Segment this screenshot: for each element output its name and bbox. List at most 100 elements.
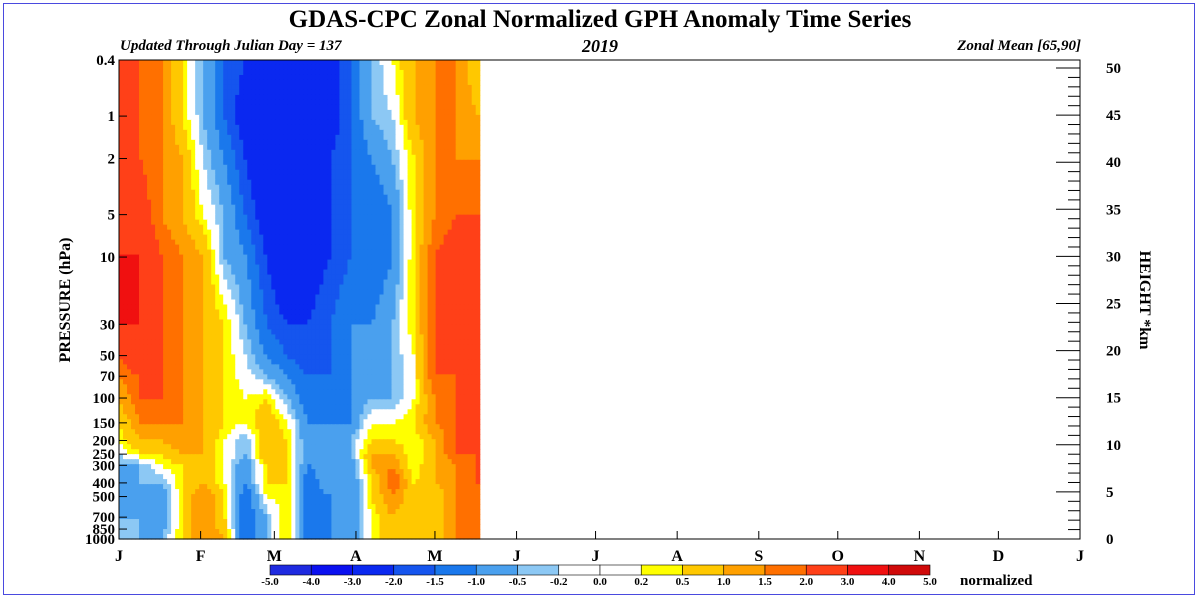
- heatmap-cell: [307, 84, 312, 91]
- heatmap-cell: [447, 129, 453, 136]
- heatmap-cell: [183, 219, 188, 226]
- heatmap-cell: [359, 269, 365, 276]
- heatmap-cell: [347, 324, 353, 331]
- heatmap-cell: [287, 254, 292, 261]
- heatmap-cell: [147, 64, 152, 71]
- heatmap-cell: [339, 324, 345, 331]
- heatmap-cell: [175, 159, 180, 166]
- heatmap-cell: [367, 264, 373, 271]
- heatmap-cell: [199, 154, 204, 161]
- heatmap-cell: [367, 114, 373, 121]
- heatmap-cell: [127, 194, 132, 201]
- heatmap-cell: [251, 64, 256, 71]
- heatmap-cell: [411, 114, 417, 121]
- heatmap-cell: [139, 289, 144, 296]
- heatmap-cell: [259, 189, 264, 196]
- heatmap-cell: [311, 64, 316, 71]
- heatmap-cell: [271, 139, 276, 146]
- heatmap-cell: [163, 184, 168, 191]
- heatmap-cell: [119, 69, 124, 76]
- heatmap-cell: [283, 224, 288, 231]
- heatmap-cell: [291, 199, 296, 206]
- heatmap-cell: [291, 264, 296, 271]
- heatmap-cell: [423, 189, 429, 196]
- heatmap-cell: [411, 309, 417, 316]
- heatmap-cell: [439, 189, 445, 196]
- heatmap-cell: [203, 279, 208, 286]
- heatmap-cell: [347, 284, 353, 291]
- heatmap-cell: [319, 234, 324, 241]
- heatmap-cell: [459, 204, 465, 211]
- heatmap-cell: [315, 289, 320, 296]
- heatmap-cell: [447, 329, 453, 336]
- heatmap-cell: [375, 144, 381, 151]
- heatmap-cell: [443, 224, 449, 231]
- heatmap-cell: [323, 224, 329, 231]
- heatmap-cell: [451, 74, 457, 81]
- heatmap-cell: [391, 89, 397, 96]
- heatmap-cell: [143, 114, 148, 121]
- heatmap-cell: [311, 309, 316, 316]
- heatmap-cell: [395, 249, 401, 256]
- heatmap-cell: [203, 94, 208, 101]
- heatmap-cell: [195, 109, 200, 116]
- heatmap-cell: [307, 189, 312, 196]
- heatmap-cell: [147, 234, 152, 241]
- heatmap-cell: [395, 329, 401, 336]
- heatmap-cell: [291, 104, 296, 111]
- heatmap-cell: [375, 174, 381, 181]
- heatmap-cell: [431, 84, 437, 91]
- heatmap-cell: [319, 329, 324, 336]
- heatmap-cell: [131, 174, 136, 181]
- heatmap-cell: [171, 79, 176, 86]
- heatmap-cell: [439, 264, 445, 271]
- heatmap-cell: [291, 60, 296, 66]
- heatmap-cell: [211, 204, 216, 211]
- heatmap-cell: [155, 114, 160, 121]
- heatmap-cell: [243, 199, 248, 206]
- heatmap-cell: [119, 224, 124, 231]
- heatmap-cell: [135, 294, 140, 301]
- heatmap-cell: [359, 214, 365, 221]
- heatmap-cell: [243, 234, 248, 241]
- heatmap-cell: [467, 259, 473, 266]
- figure-frame: [3, 3, 1195, 595]
- heatmap-cell: [463, 309, 469, 316]
- heatmap-cell: [343, 169, 349, 176]
- heatmap-cell: [327, 64, 333, 71]
- heatmap-cell: [463, 144, 469, 151]
- heatmap-cell: [195, 174, 200, 181]
- heatmap-cell: [343, 69, 349, 76]
- heatmap-cell: [243, 104, 248, 111]
- heatmap-cell: [379, 119, 385, 126]
- heatmap-cell: [259, 69, 264, 76]
- heatmap-cell: [131, 94, 136, 101]
- heatmap-cell: [475, 234, 481, 241]
- heatmap-cell: [271, 64, 276, 71]
- heatmap-cell: [427, 79, 433, 86]
- heatmap-cell: [151, 269, 156, 276]
- heatmap-cell: [259, 154, 264, 161]
- heatmap-cell: [303, 109, 308, 116]
- heatmap-cell: [331, 279, 337, 286]
- heatmap-cell: [383, 89, 389, 96]
- heatmap-cell: [123, 324, 128, 331]
- heatmap-cell: [319, 169, 324, 176]
- heatmap-cell: [231, 279, 236, 286]
- heatmap-cell: [459, 119, 465, 126]
- heatmap-cell: [403, 234, 409, 241]
- heatmap-cell: [203, 69, 208, 76]
- heatmap-cell: [451, 324, 457, 331]
- heatmap-cell: [367, 84, 373, 91]
- heatmap-cell: [323, 324, 329, 331]
- heatmap-cell: [315, 279, 320, 286]
- heatmap-cell: [359, 209, 365, 216]
- heatmap-cell: [231, 104, 236, 111]
- heatmap-cell: [195, 119, 200, 126]
- heatmap-cell: [355, 264, 361, 271]
- heatmap-cell: [447, 159, 453, 166]
- heatmap-cell: [239, 269, 244, 276]
- heatmap-cell: [311, 279, 316, 286]
- heatmap-cell: [151, 329, 156, 336]
- heatmap-cell: [343, 244, 349, 251]
